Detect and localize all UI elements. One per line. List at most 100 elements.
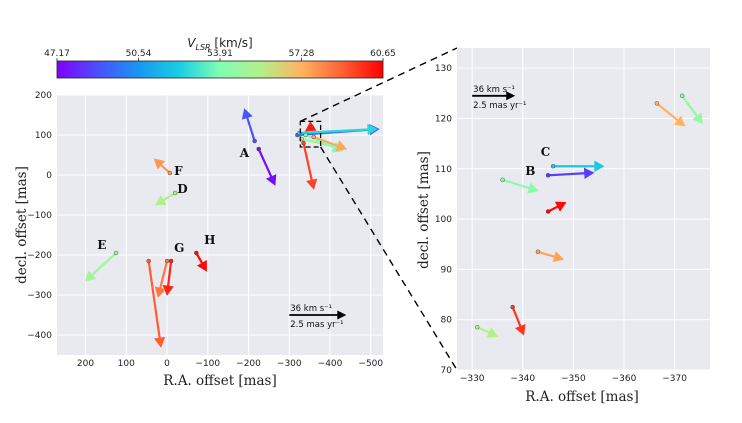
vector-shaft: [537, 250, 555, 258]
main-xtick-label: −500: [358, 359, 383, 369]
maser-vector: [475, 325, 499, 338]
vector-shaft: [91, 252, 117, 276]
colorbar: VLSR [km/s] 47.17 50.54 53.91 57.28 60.65: [44, 36, 396, 79]
zoom-ylabel: decl. offset [mas]: [416, 151, 432, 269]
maser-vector: [301, 140, 318, 190]
vector-head: [153, 336, 166, 348]
colorbar-gradient: [56, 60, 384, 79]
vector-origin: [311, 134, 316, 140]
vector-origin: [475, 325, 480, 330]
maser-vector: [311, 134, 348, 152]
main-plot-area: [57, 95, 383, 355]
vector-head: [594, 160, 605, 172]
main-ytick-label: −400: [27, 331, 52, 341]
vector-head: [673, 115, 686, 127]
zoom-xlabel: R.A. offset [mas]: [525, 389, 638, 405]
vector-head: [153, 158, 166, 170]
vector-head: [84, 270, 97, 282]
maser-vector: [194, 250, 207, 272]
colorbar-tick-label: 57.28: [289, 49, 315, 59]
maser-vector: [654, 101, 686, 127]
zoom-xtick-label: −370: [662, 374, 687, 384]
vector-head: [265, 174, 277, 186]
zoom-ytick-label: 80: [441, 316, 453, 326]
vector-shaft: [302, 142, 313, 181]
vector-shaft: [502, 178, 530, 190]
source-label: C: [541, 145, 551, 159]
zoom-xtick-label: −350: [561, 374, 586, 384]
vector-head: [196, 260, 207, 272]
vector-origin: [113, 250, 119, 256]
vector-head: [554, 201, 567, 212]
vector-origin: [510, 304, 515, 310]
main-ylabel: decl. offset [mas]: [14, 166, 30, 284]
zoom-ytick-label: 70: [441, 366, 453, 376]
vector-origin: [164, 258, 170, 264]
main-xtick-label: −400: [318, 359, 343, 369]
zoom-xtick-label: −340: [510, 374, 535, 384]
vector-shaft: [257, 148, 273, 178]
vector-origin: [654, 101, 660, 106]
zoom-ytick-label: 120: [435, 114, 452, 124]
vector-head: [515, 323, 526, 336]
vector-origin: [303, 132, 308, 138]
colorbar-title: VLSR [km/s]: [187, 36, 252, 52]
main-ytick-label: 0: [46, 171, 52, 181]
source-label: A: [239, 146, 250, 160]
vector-shaft: [246, 117, 256, 142]
vector-head: [583, 167, 595, 179]
zoom-ytick-label: 110: [435, 165, 452, 175]
main-xtick-label: −100: [195, 359, 220, 369]
scale-arrow-head: [337, 310, 347, 320]
maser-vector: [146, 258, 166, 348]
vector-origin: [309, 124, 314, 130]
vector-shaft: [313, 135, 339, 147]
vector-origin: [500, 177, 505, 183]
vector-origin: [545, 209, 551, 214]
vector-shaft: [681, 95, 698, 117]
vector-head: [162, 284, 174, 296]
maser-vector: [153, 158, 173, 176]
main-panel: A FD E G H 36 km s⁻¹ 2.5 mas yr⁻¹ 200 100 0 −100…: [14, 91, 383, 389]
vector-head: [367, 123, 378, 136]
vector-head: [154, 286, 166, 298]
vector-origin: [172, 190, 178, 196]
zoom-connector-top: [299, 47, 458, 123]
zoom-panel: CB 36 km s⁻¹ 2.5 mas yr⁻¹ −330 −340 −350 −36…: [416, 48, 710, 405]
vector-shaft: [167, 260, 173, 287]
maser-vector: [162, 258, 174, 296]
scale-velocity-label: 36 km s⁻¹: [290, 304, 332, 314]
main-ytick-label: 100: [35, 131, 52, 141]
main-xtick-label: 100: [118, 359, 135, 369]
vector-origin: [535, 249, 541, 254]
vector-head: [335, 140, 348, 152]
vector-head: [486, 327, 499, 338]
source-label: B: [525, 164, 535, 178]
main-xtick-label: −200: [236, 359, 261, 369]
vector-origin: [194, 250, 199, 256]
vector-head: [241, 108, 253, 120]
vector-shaft: [656, 102, 679, 122]
maser-vector: [679, 93, 703, 125]
vector-shaft: [305, 133, 335, 149]
zoom-xtick-label: −360: [612, 374, 637, 384]
vector-origin: [168, 258, 174, 264]
vector-shaft: [147, 260, 161, 339]
source-label: H: [204, 233, 215, 247]
vector-origin: [301, 140, 306, 146]
zoom-indicator: [299, 47, 458, 371]
scale-velocity-label: 36 km s⁻¹: [473, 85, 515, 95]
vector-shaft: [159, 260, 169, 289]
zoom-box: [299, 120, 322, 148]
maser-vector: [154, 258, 170, 298]
zoom-ytick-label: 90: [441, 265, 453, 275]
vector-shaft: [511, 306, 522, 327]
vector-shaft: [548, 172, 585, 177]
maser-vector: [241, 108, 257, 144]
vector-head: [306, 178, 318, 190]
maser-vector: [550, 160, 605, 172]
maser-vector: [545, 201, 567, 214]
vector-origin: [167, 170, 173, 176]
zoom-ytick-label: 100: [435, 215, 452, 225]
zoom-connector-bottom: [320, 146, 458, 371]
